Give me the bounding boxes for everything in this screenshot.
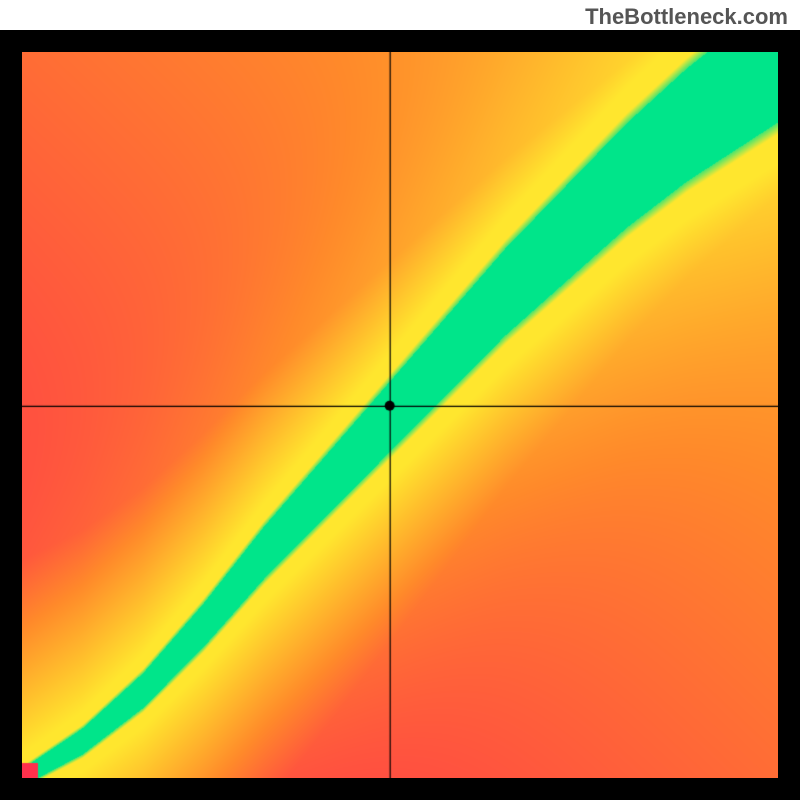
attribution-text: TheBottleneck.com bbox=[585, 4, 788, 30]
chart-frame bbox=[0, 30, 800, 800]
heatmap-plot bbox=[22, 52, 778, 778]
heatmap-canvas bbox=[22, 52, 778, 778]
